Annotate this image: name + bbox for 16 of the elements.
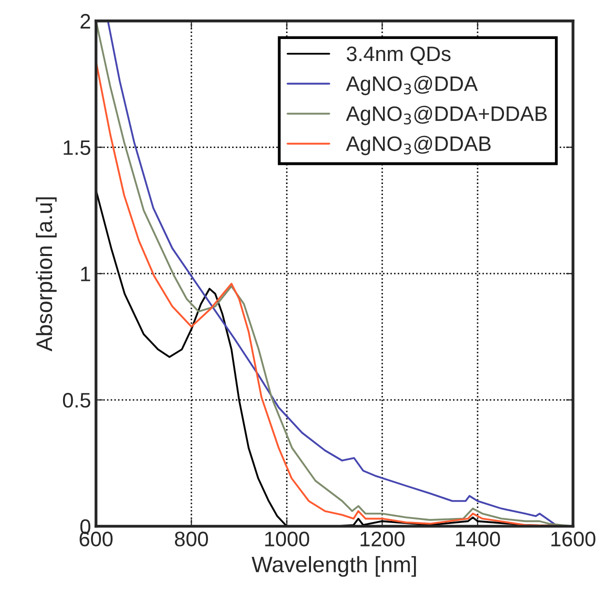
x-tick-label: 600 [80,532,113,546]
y-tick-label: 1.5 [64,140,90,156]
x-tick-label: 1000 [265,532,310,546]
x-tick-label: 1200 [360,532,405,546]
x-tick-label: 800 [174,532,208,546]
y-tick-label: 1 [81,266,90,282]
legend-label: AgNO$_{3}$@DDAB [346,136,491,156]
legend-label: AgNO$_{3}$@DDA+DDAB [346,106,547,126]
y-tick-label: 2 [80,14,90,28]
x-tick-label: 1600 [551,532,596,546]
x-tick-label: 1400 [456,532,500,546]
x-axis-title: Wavelength [nm] [252,556,416,577]
y-tick-label: 0.5 [62,392,90,408]
y-axis-title: Absorption [a.u] [36,197,57,352]
legend-label: AgNO$_{3}$@DDA [346,76,478,96]
legend-label: 3.4nm QDs [346,46,451,65]
